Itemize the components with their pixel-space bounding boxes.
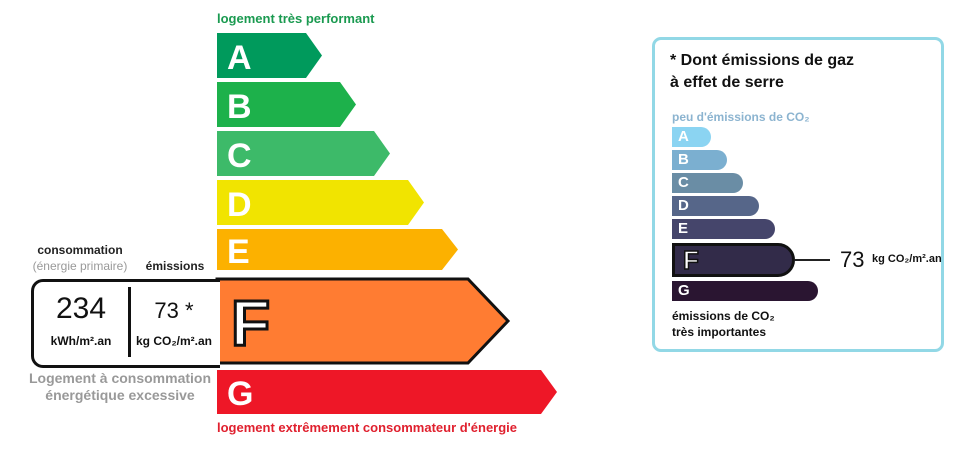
ghg-class-a: A [672,127,711,147]
energy-class-letter: F [229,287,271,359]
ghg-class-e: E [672,219,775,239]
excessive-note-line-2: énergétique excessive [45,387,195,403]
ghg-class-g: G [672,281,818,301]
energy-class-letter: G [227,375,254,413]
energy-class-letter: D [227,185,252,224]
energy-class-letter: E [227,232,250,271]
energy-class-letter: C [227,136,252,175]
energy-arrow-shape [217,229,458,270]
energy-arrow-shape [217,131,390,176]
excessive-consumption-note: Logement à consommation énergétique exce… [20,370,220,404]
ghg-bottom-caption-1: émissions de CO₂ [672,309,775,323]
energy-class-g: G [217,370,557,414]
ghg-class-f-current: F [672,243,795,277]
ghg-bottom-caption-2: très importantes [672,325,767,339]
ghg-panel [652,37,944,352]
energy-class-letter: A [227,38,252,77]
energy-class-letter: B [227,87,252,126]
energy-class-e: E [217,229,458,270]
ghg-title-line-2: à effet de serre [670,74,784,91]
ghg-top-caption: peu d'émissions de CO₂ [672,110,810,124]
excessive-note-line-1: Logement à consommation [28,370,212,386]
emissions-label: émissions [145,259,205,273]
energy-top-caption: logement très performant [217,11,375,26]
ghg-class-b: B [672,150,727,170]
ghg-class-d: D [672,196,759,216]
ghg-title: * Dont émissions de gaz à effet de serre [670,50,854,94]
ghg-bottom-caption: émissions de CO₂ très importantes [672,308,775,340]
energy-arrow-shape [217,33,322,78]
value-box [31,279,220,368]
energy-class-c: C [217,131,390,176]
ghg-value: 73 [840,247,865,272]
ghg-class-c: C [672,173,743,193]
consumption-label: consommation [37,243,123,257]
energy-arrow-shape [217,82,356,127]
emissions-unit: kg CO₂/m².an [135,334,212,348]
value-divider [128,287,131,357]
energy-class-a: A [217,33,322,78]
ghg-pointer-line [795,259,830,261]
emissions-value: 73 * [154,298,194,323]
energy-class-f-current: F [215,277,511,365]
energy-arrow-shape [217,180,424,225]
energy-class-b: B [217,82,356,127]
ghg-unit: kg CO₂/m².an [872,253,942,265]
consumption-unit: kWh/m².an [50,334,112,348]
ghg-title-line-1: * Dont émissions de gaz [670,52,855,69]
consumption-sub: (énergie primaire) [32,259,128,273]
consumption-value: 234 [55,292,107,325]
energy-class-d: D [217,180,424,225]
energy-arrow-shape [217,370,557,414]
energy-bottom-caption: logement extrêmement consommateur d'éner… [217,420,518,435]
